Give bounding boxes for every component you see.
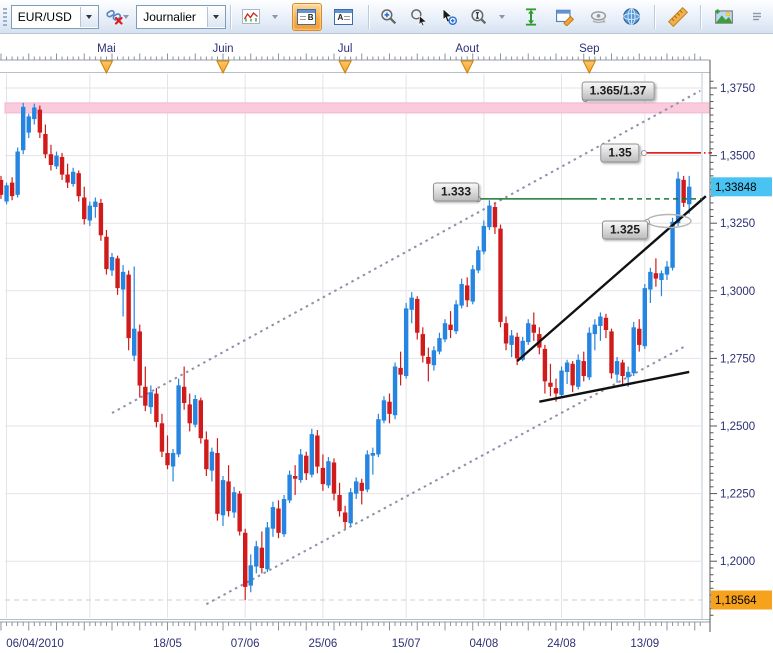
date-label: 18/05 — [153, 638, 182, 650]
value-magnifier-icon — [471, 8, 487, 24]
pointer-zoom-button[interactable] — [435, 3, 463, 31]
measure-button[interactable] — [664, 3, 692, 31]
chart-type-button[interactable] — [237, 3, 265, 31]
price-tick-label: 1,2750 — [720, 353, 755, 365]
mini-chart-icon — [241, 9, 260, 24]
annotation-label-1325[interactable]: 1.325 — [601, 220, 649, 240]
value-zoom-button[interactable] — [465, 3, 493, 31]
toolbar-drag-grip-icon[interactable] — [3, 7, 7, 26]
price-tick-label: 1,3500 — [720, 151, 755, 163]
month-marker-icon — [99, 60, 114, 75]
eye-icon — [591, 10, 607, 23]
add-image-icon — [715, 9, 733, 24]
date-label: 04/08 — [469, 638, 498, 650]
price-tick-label: 1,3250 — [720, 218, 755, 230]
low-price-tag: 1,18564 — [711, 590, 772, 610]
chevron-down-icon — [213, 15, 220, 22]
value-zoom-dropdown-button[interactable] — [495, 3, 510, 31]
date-label: 07/06 — [231, 638, 260, 650]
bottom-time-ruler — [0, 621, 710, 631]
globe-icon — [623, 8, 641, 25]
top-time-ruler — [0, 53, 710, 61]
resistance-zone[interactable] — [4, 102, 711, 114]
toolbar-separator — [367, 4, 370, 29]
month-marker-icon — [582, 60, 597, 75]
ask-panel-toggle-button[interactable]: A — [329, 3, 359, 31]
fit-vertical-button[interactable] — [517, 3, 545, 31]
ruler-icon — [667, 6, 689, 27]
price-tick-label: 1,2250 — [720, 489, 755, 501]
fit-vertical-icon — [525, 7, 537, 26]
month-label: Aout — [455, 43, 479, 55]
zoom-in-button[interactable] — [375, 3, 403, 31]
gridlines — [5, 74, 701, 618]
symbol-dropdown-button[interactable] — [79, 6, 98, 27]
month-marker-icon — [460, 60, 475, 75]
snapshot-button[interactable] — [710, 3, 738, 31]
web-button[interactable] — [618, 3, 646, 31]
month-label: Sep — [579, 43, 599, 55]
ask-window-icon: A — [334, 8, 354, 25]
price-tick-label: 1,2000 — [720, 556, 755, 568]
support-trendline-shallow[interactable] — [539, 370, 690, 403]
unlink-button[interactable] — [100, 3, 136, 31]
current-price-tag: 1,33848 — [711, 177, 772, 197]
highlight-ellipse[interactable] — [646, 213, 692, 229]
channel-lower-trendline[interactable] — [205, 346, 685, 606]
annotation-label-1333[interactable]: 1.333 — [432, 182, 480, 202]
bid-window-icon: B — [297, 8, 317, 25]
support-trendline-steep[interactable] — [516, 195, 707, 363]
chart-type-dropdown-button[interactable] — [267, 3, 283, 31]
bid-panel-toggle-button[interactable]: B — [291, 2, 322, 31]
chart-properties-button[interactable] — [552, 3, 580, 31]
chevron-down-icon — [86, 15, 93, 22]
chevron-down-icon — [499, 15, 506, 22]
window-edit-icon — [556, 9, 575, 26]
annotation-label-1365-137[interactable]: 1.365/1.37 — [581, 81, 655, 101]
price-tick-label: 1,3000 — [720, 286, 755, 298]
svg-text:1,18564: 1,18564 — [715, 595, 757, 607]
toolbar: EUR/USD Journalier — [0, 0, 773, 34]
month-label: Jul — [338, 43, 353, 55]
month-label: Mai — [97, 43, 116, 55]
zoom-select-button[interactable] — [405, 3, 433, 31]
overflow-lines-icon — [752, 12, 761, 20]
date-label: 15/07 — [392, 638, 421, 650]
zoom-in-icon — [381, 8, 397, 24]
date-label: 24/08 — [547, 638, 576, 650]
month-marker-icon — [216, 60, 230, 75]
visibility-button[interactable] — [585, 3, 613, 31]
date-label: 25/06 — [309, 638, 338, 650]
price-axis[interactable] — [709, 60, 717, 632]
date-label: 13/09 — [630, 638, 659, 650]
toolbar-separator — [699, 4, 702, 29]
period-value: Journalier — [143, 9, 196, 24]
toolbar-overflow-button[interactable] — [743, 3, 771, 31]
price-tick-label: 1,3750 — [720, 83, 755, 95]
toolbar-separator — [229, 4, 232, 29]
pointer-magnifier-icon — [442, 7, 457, 25]
annotation-label-135[interactable]: 1.35 — [600, 143, 640, 163]
month-marker-icon — [338, 60, 352, 75]
broken-link-icon — [106, 9, 123, 25]
period-dropdown-button[interactable] — [206, 6, 225, 27]
chevron-down-icon — [271, 15, 278, 22]
symbol-combobox[interactable]: EUR/USD — [10, 4, 99, 29]
candlestick-series — [0, 102, 692, 601]
period-combobox[interactable]: Journalier — [136, 4, 226, 29]
chevron-down-icon — [122, 15, 129, 22]
svg-text:1,33848: 1,33848 — [715, 182, 757, 194]
anchor-dot[interactable] — [641, 150, 647, 156]
price-tick-label: 1,2500 — [720, 421, 755, 433]
date-label: 06/04/2010 — [6, 638, 64, 650]
toolbar-separator — [653, 4, 656, 29]
month-label: Juin — [212, 43, 233, 55]
zoom-pointer-icon — [411, 8, 428, 26]
symbol-value: EUR/USD — [17, 9, 72, 24]
